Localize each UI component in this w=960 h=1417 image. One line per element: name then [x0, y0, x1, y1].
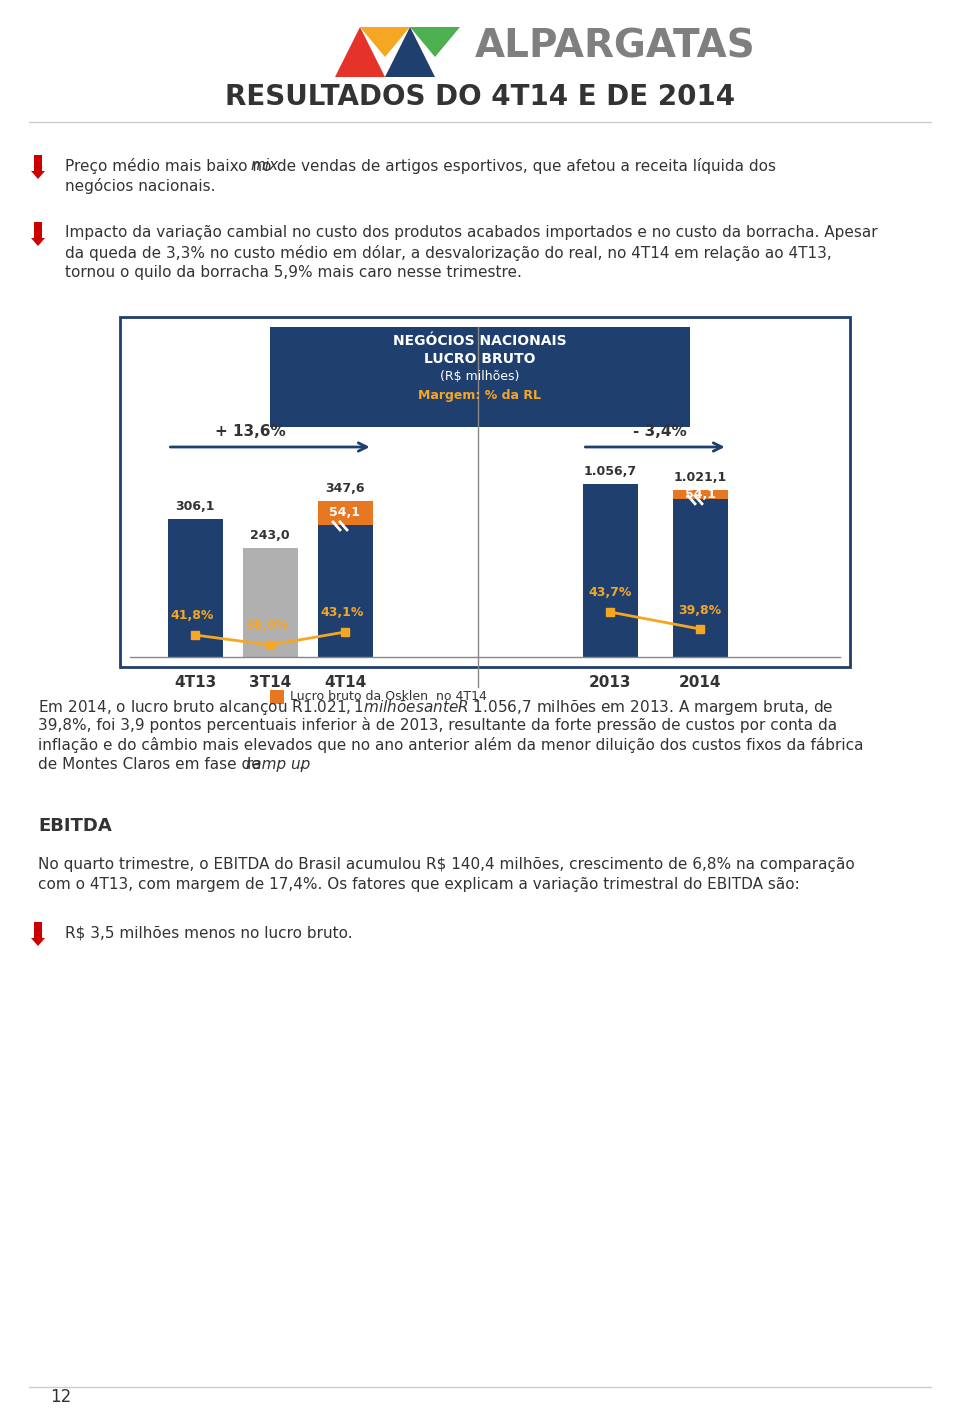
Text: 39,8%, foi 3,9 pontos percentuais inferior à de 2013, resultante da forte pressã: 39,8%, foi 3,9 pontos percentuais inferi… [38, 717, 837, 733]
Text: 39,8%: 39,8% [679, 604, 722, 616]
Text: Impacto da variação cambial no custo dos produtos acabados importados e no custo: Impacto da variação cambial no custo dos… [65, 225, 877, 239]
Text: 1.021,1: 1.021,1 [673, 470, 727, 485]
Text: 2013: 2013 [588, 674, 632, 690]
Text: 54,1: 54,1 [684, 487, 715, 500]
Text: NEGÓCIOS NACIONAIS: NEGÓCIOS NACIONAIS [394, 334, 566, 349]
Text: 43,1%: 43,1% [321, 606, 364, 619]
Text: 4T14: 4T14 [324, 674, 366, 690]
Text: .: . [298, 757, 302, 772]
Text: ALPARGATAS: ALPARGATAS [475, 28, 756, 67]
Text: No quarto trimestre, o EBITDA do Brasil acumulou R$ 140,4 milhões, crescimento d: No quarto trimestre, o EBITDA do Brasil … [38, 857, 854, 871]
Text: Lucro bruto da Osklen  no 4T14: Lucro bruto da Osklen no 4T14 [290, 690, 487, 703]
Bar [583, 485, 637, 657]
Text: (R$ milhões): (R$ milhões) [441, 370, 519, 384]
Polygon shape [410, 27, 460, 57]
Text: 1.056,7: 1.056,7 [584, 465, 636, 478]
Text: com o 4T13, com margem de 17,4%. Os fatores que explicam a variação trimestral d: com o 4T13, com margem de 17,4%. Os fato… [38, 877, 800, 891]
Text: mix: mix [250, 159, 278, 173]
Polygon shape [385, 27, 435, 77]
FancyArrow shape [31, 222, 45, 247]
Text: 41,8%: 41,8% [170, 609, 214, 622]
Text: Margem: % da RL: Margem: % da RL [419, 388, 541, 401]
Text: + 13,6%: + 13,6% [215, 424, 285, 439]
Text: da queda de 3,3% no custo médio em dólar, a desvalorização do real, no 4T14 em r: da queda de 3,3% no custo médio em dólar… [65, 245, 831, 261]
Bar [270, 327, 690, 427]
Text: ramp up: ramp up [246, 757, 310, 772]
Polygon shape [335, 27, 385, 77]
FancyArrow shape [31, 922, 45, 947]
Text: 43,7%: 43,7% [588, 587, 632, 599]
Text: LUCRO BRUTO: LUCRO BRUTO [424, 351, 536, 366]
Text: 38,0%: 38,0% [246, 619, 289, 632]
Text: inflação e do câmbio mais elevados que no ano anterior além da menor diluição do: inflação e do câmbio mais elevados que n… [38, 737, 863, 752]
Text: - 3,4%: - 3,4% [634, 424, 686, 439]
FancyArrow shape [31, 154, 45, 179]
Text: 3T14: 3T14 [249, 674, 291, 690]
Text: EBITDA: EBITDA [38, 818, 111, 835]
Text: tornou o quilo da borracha 5,9% mais caro nesse trimestre.: tornou o quilo da borracha 5,9% mais car… [65, 265, 522, 281]
Bar [270, 690, 284, 704]
Bar [120, 317, 850, 667]
Text: R$ 3,5 milhões menos no lucro bruto.: R$ 3,5 milhões menos no lucro bruto. [65, 925, 352, 939]
Text: Preço médio mais baixo no: Preço médio mais baixo no [65, 159, 276, 174]
Text: de Montes Claros em fase de: de Montes Claros em fase de [38, 757, 266, 772]
Text: 347,6: 347,6 [325, 482, 365, 495]
Text: 2014: 2014 [679, 674, 721, 690]
Polygon shape [360, 27, 410, 57]
Bar [673, 490, 728, 499]
Text: 12: 12 [50, 1389, 71, 1406]
Text: de vendas de artigos esportivos, que afetou a receita líquida dos: de vendas de artigos esportivos, que afe… [272, 159, 776, 174]
Bar [318, 524, 372, 657]
Text: 4T13: 4T13 [174, 674, 216, 690]
Text: RESULTADOS DO 4T14 E DE 2014: RESULTADOS DO 4T14 E DE 2014 [225, 84, 735, 111]
Bar [673, 499, 728, 657]
Text: 54,1: 54,1 [329, 506, 361, 519]
Text: 243,0: 243,0 [251, 529, 290, 541]
Bar [318, 500, 372, 524]
Bar [243, 547, 298, 657]
Text: Em 2014, o lucro bruto alcançou R$ 1.021,1 milhões ante R$ 1.056,7 milhões em 20: Em 2014, o lucro bruto alcançou R$ 1.021… [38, 697, 833, 717]
Bar [167, 519, 223, 657]
Text: negócios nacionais.: negócios nacionais. [65, 179, 215, 194]
Text: 306,1: 306,1 [176, 500, 215, 513]
